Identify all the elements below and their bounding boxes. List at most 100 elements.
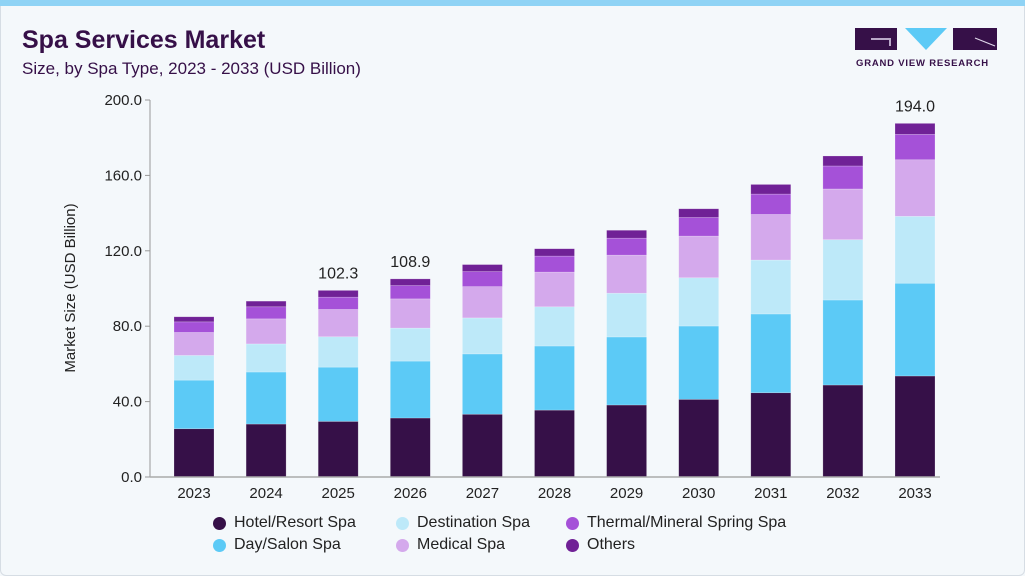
bar-segment-day-salon-spa-2029 bbox=[606, 336, 647, 406]
x-tick-label: 2031 bbox=[754, 485, 787, 502]
bar-segment-day-salon-spa-2025 bbox=[317, 366, 359, 422]
legend-label: Medical Spa bbox=[417, 536, 506, 553]
bar-segment-thermal-mineral-spring-spa-2024 bbox=[245, 306, 287, 320]
y-tick-label: 80.0 bbox=[113, 318, 142, 335]
x-tick-label: 2026 bbox=[394, 485, 427, 502]
total-label-2033: 194.0 bbox=[895, 98, 935, 115]
bar-segment-hotel-resort-spa-2025 bbox=[317, 421, 359, 478]
bar-segment-hotel-resort-spa-2028 bbox=[534, 409, 575, 478]
bar-segment-thermal-mineral-spring-spa-2032 bbox=[822, 165, 864, 190]
bar-segment-medical-spa-2031 bbox=[750, 214, 792, 261]
bar-segment-destination-spa-2023 bbox=[173, 355, 215, 381]
bar-segment-others-2027 bbox=[462, 264, 503, 272]
legend-item: Destination Spa bbox=[396, 514, 530, 532]
bar-segment-day-salon-spa-2031 bbox=[750, 313, 792, 394]
bar-segment-medical-spa-2024 bbox=[245, 318, 287, 345]
bar-segment-medical-spa-2026 bbox=[389, 298, 431, 329]
x-tick-label: 2024 bbox=[249, 485, 282, 502]
bar-segment-destination-spa-2025 bbox=[317, 336, 359, 368]
bar-segment-medical-spa-2030 bbox=[678, 235, 720, 279]
bar-segment-others-2029 bbox=[606, 229, 647, 239]
bar-segment-day-salon-spa-2033 bbox=[894, 282, 936, 377]
legend-label: Hotel/Resort Spa bbox=[234, 514, 356, 531]
x-tick-label: 2028 bbox=[538, 485, 571, 502]
bar-segment-destination-spa-2033 bbox=[894, 216, 936, 284]
bar-segment-destination-spa-2026 bbox=[389, 327, 431, 362]
bar-segment-day-salon-spa-2026 bbox=[389, 360, 431, 419]
grand-view-research-logo bbox=[855, 28, 997, 50]
top-accent-stripe bbox=[0, 0, 1025, 6]
bar-segment-day-salon-spa-2032 bbox=[822, 299, 864, 386]
bar-segment-day-salon-spa-2024 bbox=[245, 371, 287, 425]
y-tick-label: 0.0 bbox=[121, 469, 142, 486]
bar-segment-others-2028 bbox=[534, 248, 575, 257]
legend-marker bbox=[566, 538, 579, 552]
bar-segment-others-2024 bbox=[245, 300, 287, 308]
bar-segment-thermal-mineral-spring-spa-2028 bbox=[534, 255, 575, 273]
bar-segment-medical-spa-2027 bbox=[462, 286, 503, 319]
bar-segment-medical-spa-2032 bbox=[822, 188, 864, 240]
bar-segment-destination-spa-2032 bbox=[822, 239, 864, 301]
bar-segment-others-2033 bbox=[894, 123, 936, 135]
y-axis-label: Market Size (USD Billion) bbox=[62, 203, 79, 372]
bar-segment-hotel-resort-spa-2032 bbox=[822, 384, 864, 478]
bar-segment-others-2023 bbox=[173, 316, 215, 323]
legend-label: Thermal/Mineral Spring Spa bbox=[587, 514, 787, 531]
bar-segment-medical-spa-2029 bbox=[606, 254, 647, 294]
legend-marker bbox=[566, 516, 579, 530]
legend-item: Hotel/Resort Spa bbox=[213, 514, 356, 532]
bar-segment-hotel-resort-spa-2027 bbox=[462, 413, 503, 478]
bar-segment-others-2031 bbox=[750, 184, 792, 195]
bar-segment-others-2026 bbox=[389, 278, 431, 286]
bar-segment-destination-spa-2028 bbox=[534, 306, 575, 347]
legend-label: Others bbox=[587, 536, 636, 553]
x-tick-label: 2032 bbox=[826, 485, 859, 502]
chart-subtitle: Size, by Spa Type, 2023 - 2033 (USD Bill… bbox=[22, 59, 361, 78]
x-tick-label: 2027 bbox=[466, 485, 499, 502]
bar-segment-others-2032 bbox=[822, 155, 864, 167]
bar-segment-hotel-resort-spa-2026 bbox=[389, 417, 431, 478]
x-tick-label: 2025 bbox=[322, 485, 355, 502]
bar-segment-thermal-mineral-spring-spa-2033 bbox=[894, 134, 936, 161]
legend-label: Day/Salon Spa bbox=[234, 536, 341, 553]
bar-segment-medical-spa-2033 bbox=[894, 159, 936, 217]
legend-item: Others bbox=[566, 536, 635, 554]
bar-segment-others-2025 bbox=[317, 290, 359, 298]
bar-segment-day-salon-spa-2023 bbox=[173, 379, 215, 430]
bar-segment-destination-spa-2030 bbox=[678, 277, 720, 327]
bar-segment-thermal-mineral-spring-spa-2025 bbox=[317, 296, 359, 310]
chart-title: Spa Services Market bbox=[22, 26, 266, 54]
legend-marker bbox=[213, 516, 226, 530]
logo-text: GRAND VIEW RESEARCH bbox=[856, 58, 989, 69]
x-tick-label: 2023 bbox=[177, 485, 210, 502]
bar-segment-others-2030 bbox=[678, 208, 720, 218]
legend-marker bbox=[396, 516, 409, 530]
bar-segment-day-salon-spa-2027 bbox=[462, 353, 503, 415]
x-tick-label: 2029 bbox=[610, 485, 643, 502]
bar-segment-thermal-mineral-spring-spa-2029 bbox=[606, 237, 647, 256]
bar-segment-medical-spa-2025 bbox=[317, 309, 359, 338]
legend-item: Day/Salon Spa bbox=[213, 536, 341, 554]
bar-segment-hotel-resort-spa-2031 bbox=[750, 392, 792, 478]
bar-segment-thermal-mineral-spring-spa-2026 bbox=[389, 285, 431, 300]
bar-segment-thermal-mineral-spring-spa-2027 bbox=[462, 271, 503, 287]
bar-segment-medical-spa-2023 bbox=[173, 332, 215, 356]
bar-segment-destination-spa-2031 bbox=[750, 259, 792, 315]
bar-segment-hotel-resort-spa-2024 bbox=[245, 423, 287, 478]
bar-segment-thermal-mineral-spring-spa-2030 bbox=[678, 217, 720, 237]
bar-segment-thermal-mineral-spring-spa-2023 bbox=[173, 321, 215, 333]
total-label-2025: 102.3 bbox=[318, 265, 358, 282]
legend-item: Medical Spa bbox=[396, 536, 505, 554]
bar-segment-destination-spa-2029 bbox=[606, 292, 647, 338]
bar-segment-destination-spa-2027 bbox=[462, 317, 503, 355]
bar-segment-hotel-resort-spa-2033 bbox=[894, 375, 936, 478]
legend-label: Destination Spa bbox=[417, 514, 530, 531]
bar-segment-hotel-resort-spa-2023 bbox=[173, 428, 215, 478]
legend-item: Thermal/Mineral Spring Spa bbox=[566, 514, 786, 532]
bar-segment-thermal-mineral-spring-spa-2031 bbox=[750, 193, 792, 215]
total-label-2026: 108.9 bbox=[390, 254, 430, 271]
x-tick-label: 2033 bbox=[898, 485, 931, 502]
bar-segment-hotel-resort-spa-2030 bbox=[678, 399, 720, 478]
bar-segment-hotel-resort-spa-2029 bbox=[606, 404, 647, 478]
